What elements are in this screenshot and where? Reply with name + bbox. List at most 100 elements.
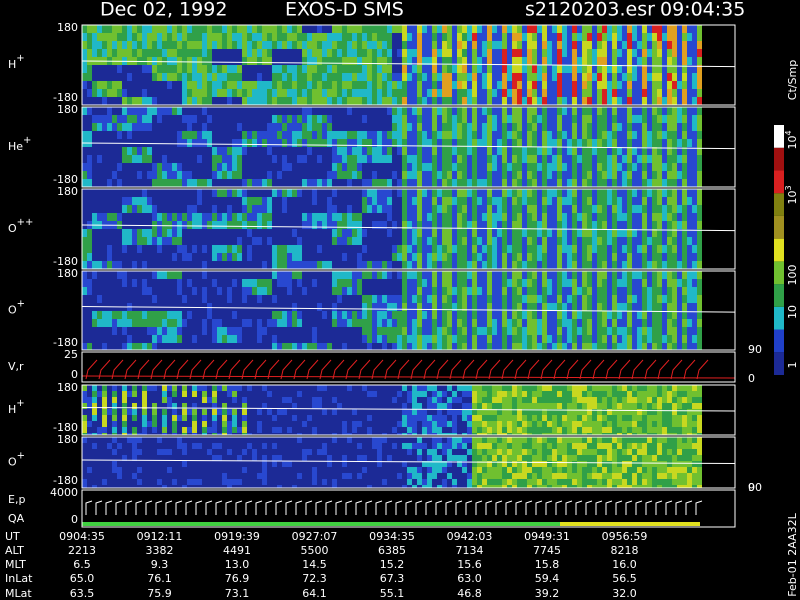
- spectrogram-cell: [462, 221, 467, 229]
- spectrogram-cell: [642, 415, 647, 421]
- spectrogram-cell: [532, 123, 537, 131]
- spectrogram-cell: [327, 131, 332, 139]
- spectrogram-cell: [262, 25, 267, 33]
- spectrogram-cell: [387, 65, 392, 73]
- spectrogram-cell: [677, 147, 682, 155]
- spectrogram-cell: [232, 65, 237, 73]
- spectrogram-cell: [642, 221, 647, 229]
- spectrogram-cell: [422, 287, 427, 295]
- spectrogram-cell: [432, 461, 437, 467]
- spectrogram-cell: [467, 189, 472, 197]
- spectrogram-cell: [187, 73, 192, 81]
- spectrogram-cell: [172, 213, 177, 221]
- spectrogram-cell: [552, 65, 557, 73]
- spectrogram-cell: [672, 81, 677, 89]
- spectrogram-cell: [642, 115, 647, 123]
- spectrogram-cell: [602, 295, 607, 303]
- spectrogram-cell: [182, 33, 187, 41]
- spectrogram-cell: [317, 155, 322, 163]
- spectrogram-cell: [502, 287, 507, 295]
- spectrogram-cell: [582, 237, 587, 245]
- spectrogram-cell: [232, 163, 237, 171]
- spectrogram-cell: [647, 197, 652, 205]
- spectrogram-cell: [367, 197, 372, 205]
- spectrogram-cell: [412, 245, 417, 253]
- spectrogram-cell: [332, 147, 337, 155]
- spectrogram-cell: [347, 147, 352, 155]
- spectrogram-cell: [507, 479, 512, 485]
- spectrogram-cell: [497, 443, 502, 449]
- spectrogram-cell: [382, 179, 387, 187]
- spectrogram-cell: [492, 41, 497, 49]
- spectrogram-cell: [342, 57, 347, 65]
- spectrogram-cell: [287, 311, 292, 319]
- spectrogram-cell: [382, 139, 387, 147]
- spectrogram-cell: [497, 221, 502, 229]
- spectrogram-cell: [512, 479, 517, 485]
- spectrogram-cell: [237, 455, 242, 461]
- spectrogram-cell: [647, 73, 652, 81]
- spectrogram-cell: [302, 123, 307, 131]
- spectrogram-cell: [117, 81, 122, 89]
- spectrogram-cell: [662, 115, 667, 123]
- spectrogram-cell: [437, 343, 442, 350]
- spectrogram-cell: [532, 33, 537, 41]
- spectrogram-cell: [672, 131, 677, 139]
- spectrogram-cell: [627, 391, 632, 397]
- spectrogram-cell: [677, 189, 682, 197]
- spectrogram-cell: [272, 455, 277, 461]
- spectrogram-cell: [397, 473, 402, 479]
- spectrogram-cell: [82, 131, 87, 139]
- spectrogram-cell: [587, 335, 592, 343]
- spectrogram-cell: [452, 115, 457, 123]
- spectrogram-cell: [377, 131, 382, 139]
- spectrogram-cell: [447, 107, 452, 115]
- spectrogram-cell: [212, 89, 217, 97]
- spectrogram-cell: [437, 115, 442, 123]
- spectrogram-cell: [157, 221, 162, 229]
- spectrogram-cell: [392, 303, 397, 311]
- spectrogram-cell: [382, 41, 387, 49]
- spectrogram-cell: [492, 221, 497, 229]
- spectrogram-cell: [137, 205, 142, 213]
- spectrogram-cell: [532, 311, 537, 319]
- spectrogram-cell: [662, 421, 667, 427]
- spectrogram-cell: [562, 409, 567, 415]
- spectrogram-cell: [642, 163, 647, 171]
- spectrogram-cell: [517, 403, 522, 409]
- spectrogram-cell: [667, 221, 672, 229]
- spectrogram-cell: [87, 155, 92, 163]
- spectrogram-cell: [607, 237, 612, 245]
- spectrogram-cell: [212, 335, 217, 343]
- spectrogram-cell: [662, 33, 667, 41]
- spectrogram-cell: [657, 89, 662, 97]
- spectrogram-cell: [577, 25, 582, 33]
- spectrogram-cell: [512, 57, 517, 65]
- spectrogram-cell: [442, 57, 447, 65]
- spectrogram-cell: [187, 81, 192, 89]
- spectrogram-cell: [417, 443, 422, 449]
- spectrogram-cell: [442, 327, 447, 335]
- spectrogram-cell: [387, 107, 392, 115]
- spectrogram-cell: [497, 449, 502, 455]
- spectrogram-cell: [572, 197, 577, 205]
- spectrogram-cell: [237, 213, 242, 221]
- spectrogram-cell: [527, 131, 532, 139]
- spectrogram-cell: [482, 343, 487, 350]
- spectrogram-cell: [342, 171, 347, 179]
- spectrogram-cell: [127, 97, 132, 105]
- spectrogram-cell: [637, 245, 642, 253]
- spectrogram-cell: [597, 57, 602, 65]
- spectrogram-cell: [582, 97, 587, 105]
- spectrogram-cell: [532, 479, 537, 485]
- spectrogram-cell: [262, 139, 267, 147]
- spectrogram-cell: [367, 139, 372, 147]
- spectrogram-cell: [447, 319, 452, 327]
- spectrogram-cell: [567, 115, 572, 123]
- spectrogram-cell: [482, 123, 487, 131]
- spectrogram-cell: [637, 287, 642, 295]
- spectrogram-cell: [227, 221, 232, 229]
- spectrogram-cell: [517, 65, 522, 73]
- spectrogram-cell: [372, 391, 377, 397]
- spectrogram-cell: [557, 89, 562, 97]
